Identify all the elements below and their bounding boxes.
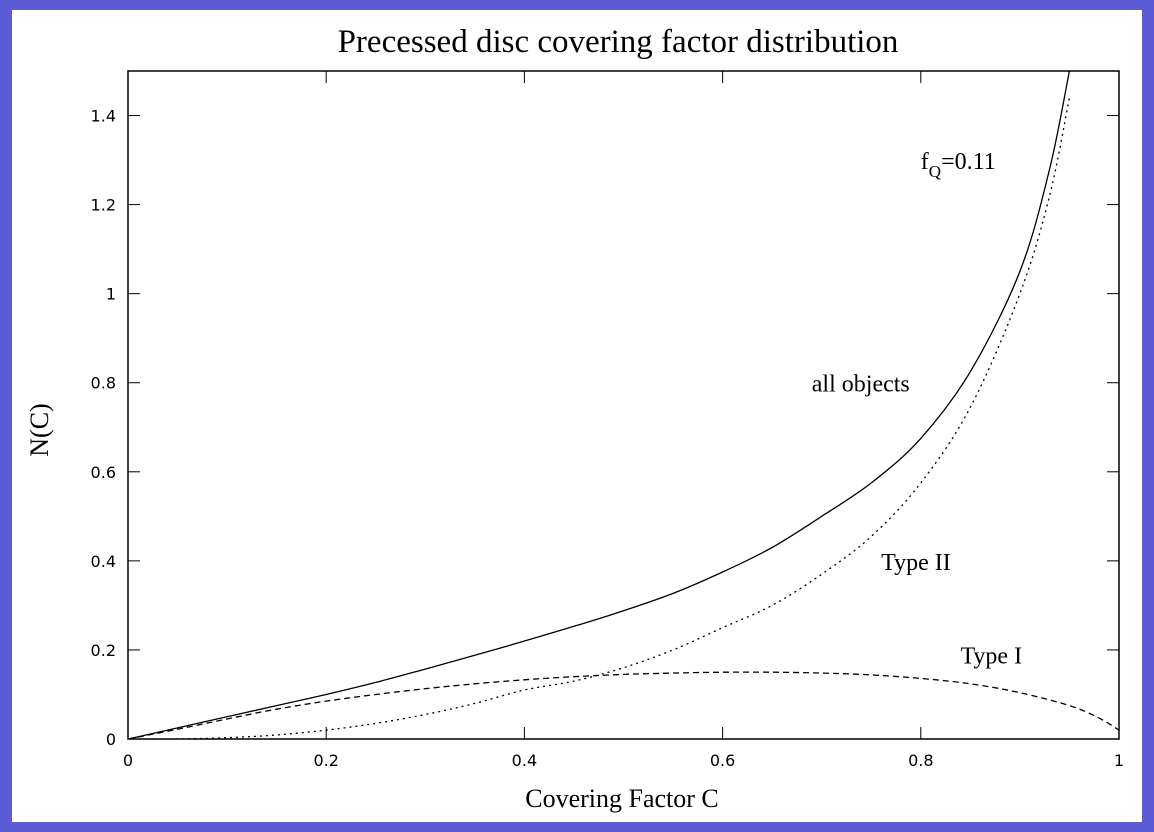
annotation-layer: fQ=0.11 all objects Type II Type I xyxy=(812,149,1022,669)
y-tick-label: 0.2 xyxy=(91,641,116,660)
x-tick-label: 0.8 xyxy=(908,751,933,770)
y-tick-label: 0.6 xyxy=(91,463,116,482)
y-tick-label: 0 xyxy=(106,730,116,749)
y-tick-label: 0.4 xyxy=(91,552,116,571)
y-axis-label: N(C) xyxy=(25,403,54,456)
label-fq-main: f xyxy=(921,149,929,175)
chart-canvas: Precessed disc covering factor distribut… xyxy=(25,24,1124,813)
label-fq-sub: Q xyxy=(929,162,941,181)
y-tick-labels: 0 0.2 0.4 0.6 0.8 1 1.2 1.4 xyxy=(91,107,116,749)
y-tick-label: 1.2 xyxy=(91,196,116,215)
plot-frame xyxy=(127,70,1120,740)
x-tick-label: 0.2 xyxy=(313,751,338,770)
series-line-all-objects xyxy=(128,71,1071,739)
label-all-objects: all objects xyxy=(812,372,910,398)
x-axis-label: Covering Factor C xyxy=(525,784,719,813)
chart-title: Precessed disc covering factor distribut… xyxy=(338,24,899,60)
series-layer xyxy=(128,71,1119,739)
x-tick-label: 1 xyxy=(1114,751,1124,770)
y-tick-label: 0.8 xyxy=(91,374,116,393)
label-type-i: Type I xyxy=(960,643,1022,669)
series-line-type-i xyxy=(128,671,1119,739)
label-fq: fQ=0.11 xyxy=(921,149,996,181)
label-type-ii: Type II xyxy=(881,550,951,576)
figure-panel: Precessed disc covering factor distribut… xyxy=(12,10,1142,822)
y-tick-label: 1.4 xyxy=(91,107,116,126)
x-tick-labels: 0 0.2 0.4 0.6 0.8 1 xyxy=(123,751,1124,770)
series-line-type-ii xyxy=(128,97,1071,739)
x-tick-label: 0.6 xyxy=(710,751,735,770)
y-tick-label: 1 xyxy=(106,285,116,304)
x-tick-label: 0.4 xyxy=(512,751,537,770)
label-fq-value: =0.11 xyxy=(941,149,996,175)
x-tick-label: 0 xyxy=(123,751,133,770)
